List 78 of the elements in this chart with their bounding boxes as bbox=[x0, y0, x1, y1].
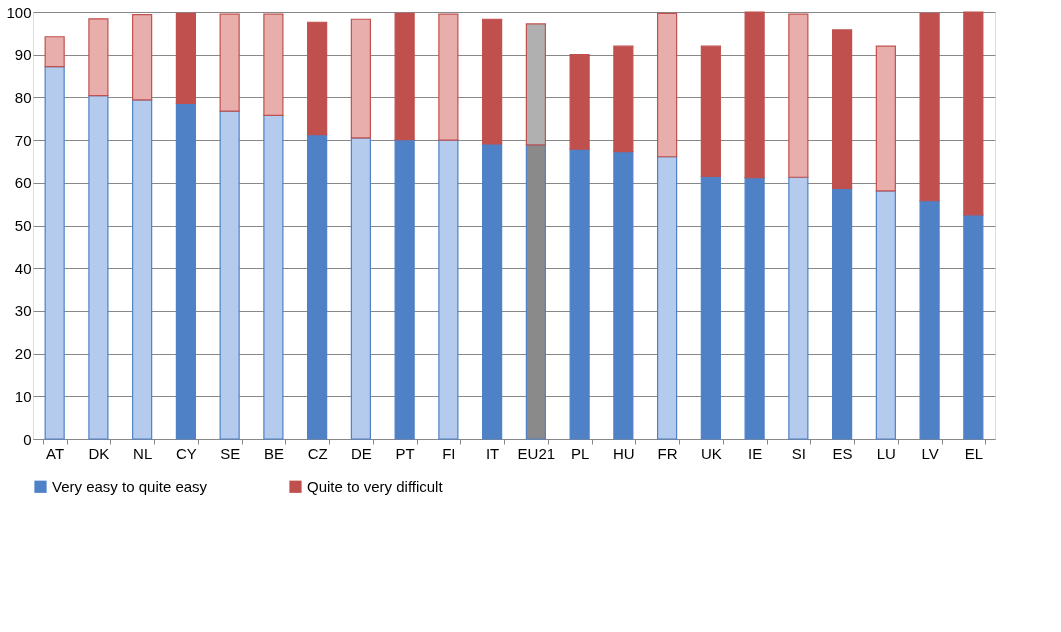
bar bbox=[657, 12, 678, 158]
bar bbox=[219, 110, 240, 440]
bar bbox=[613, 151, 634, 440]
bar bbox=[263, 13, 284, 116]
bar bbox=[875, 190, 896, 440]
bar bbox=[919, 12, 940, 202]
y-tick-label: 90 bbox=[14, 46, 32, 64]
legend-label: Quite to very difficult bbox=[307, 477, 444, 495]
x-tick-label: LU bbox=[876, 444, 896, 462]
bar bbox=[700, 175, 721, 440]
bar bbox=[744, 177, 765, 440]
bar bbox=[438, 139, 459, 440]
bar bbox=[569, 148, 590, 440]
bar bbox=[657, 156, 678, 440]
bar bbox=[919, 200, 940, 440]
x-tick-label: FR bbox=[657, 444, 678, 462]
bar bbox=[613, 45, 634, 153]
bar bbox=[832, 29, 853, 189]
x-tick-label: SE bbox=[220, 444, 241, 462]
bar bbox=[788, 13, 809, 178]
x-tick-label: CY bbox=[175, 444, 197, 462]
y-tick-label: 0 bbox=[23, 430, 32, 448]
bar bbox=[700, 45, 721, 177]
bar bbox=[307, 21, 328, 136]
x-tick-label: ES bbox=[832, 444, 853, 462]
x-tick-label: PT bbox=[395, 444, 415, 462]
bar bbox=[832, 187, 853, 440]
x-tick-label: IE bbox=[748, 444, 763, 462]
y-tick-label: 40 bbox=[14, 259, 32, 277]
bar bbox=[482, 143, 503, 440]
x-tick-label: PL bbox=[570, 444, 590, 462]
bar bbox=[350, 18, 371, 139]
bar bbox=[744, 11, 765, 179]
bar bbox=[307, 133, 328, 440]
bar bbox=[44, 66, 65, 440]
x-tick-label: UK bbox=[700, 444, 722, 462]
bar bbox=[394, 139, 415, 440]
bar bbox=[132, 99, 153, 440]
bar bbox=[394, 12, 415, 141]
legend-label: Very easy to quite easy bbox=[52, 477, 208, 495]
bar bbox=[963, 214, 984, 440]
bar bbox=[219, 13, 240, 112]
bar bbox=[569, 54, 590, 150]
bar bbox=[263, 114, 284, 440]
bar bbox=[438, 13, 459, 141]
y-tick-label: 60 bbox=[14, 174, 32, 192]
y-tick-label: 20 bbox=[14, 345, 32, 363]
y-tick-label: 80 bbox=[14, 88, 32, 106]
bar bbox=[88, 18, 109, 97]
y-tick-label: 100 bbox=[6, 3, 32, 21]
y-tick-label: 30 bbox=[14, 302, 32, 320]
bar bbox=[350, 137, 371, 440]
bar bbox=[132, 13, 153, 101]
x-tick-label: LV bbox=[921, 444, 939, 462]
bar bbox=[788, 176, 809, 440]
bar bbox=[525, 23, 546, 146]
x-tick-label: DE bbox=[350, 444, 372, 462]
bar bbox=[88, 95, 109, 440]
bar bbox=[175, 102, 196, 440]
x-tick-label: EL bbox=[964, 444, 984, 462]
bar bbox=[482, 18, 503, 145]
y-tick-label: 50 bbox=[14, 217, 32, 234]
y-tick-label: 10 bbox=[14, 387, 32, 405]
bar bbox=[175, 12, 196, 104]
bar bbox=[963, 11, 984, 216]
x-tick-label: IT bbox=[485, 444, 500, 462]
x-tick-label: NL bbox=[133, 444, 153, 462]
x-tick-label: HU bbox=[613, 444, 635, 462]
bar bbox=[44, 36, 65, 68]
y-tick-label: 70 bbox=[14, 131, 32, 149]
x-tick-label: DK bbox=[88, 444, 110, 462]
x-tick-label: AT bbox=[46, 444, 65, 462]
x-tick-label: BE bbox=[263, 444, 284, 462]
bar bbox=[875, 45, 896, 192]
x-tick-label: EU21 bbox=[517, 444, 556, 462]
x-tick-label: CZ bbox=[307, 444, 328, 462]
x-tick-label: SI bbox=[791, 444, 806, 462]
x-tick-label: FI bbox=[442, 444, 456, 462]
